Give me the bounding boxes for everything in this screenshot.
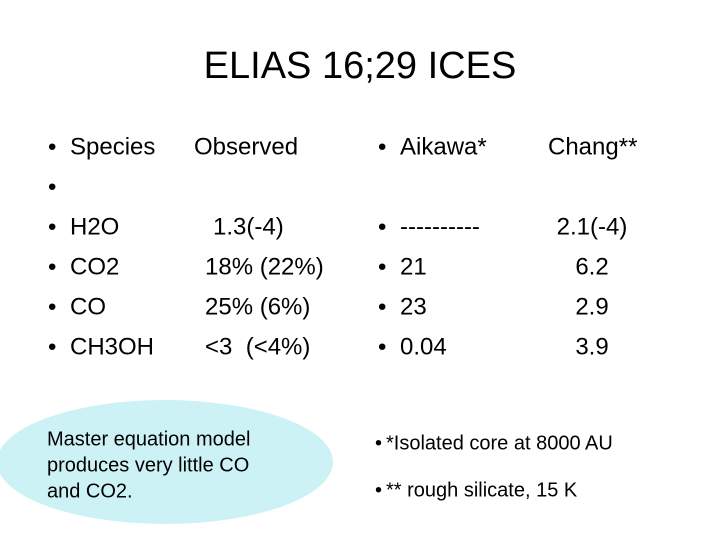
bullet: •: [48, 293, 56, 320]
species: CH3OH: [70, 333, 154, 360]
bullet: •: [378, 133, 386, 160]
species: CO: [70, 293, 106, 320]
observed: 1.3(-4): [213, 213, 284, 240]
column-header: Chang**: [548, 133, 637, 160]
bullet: •: [378, 213, 386, 240]
note-line: Master equation model: [47, 428, 250, 450]
bullet: •: [48, 173, 56, 200]
footnote: ** rough silicate, 15 K: [386, 479, 578, 501]
observed: <3 (<4%): [205, 333, 310, 360]
observed: 18% (22%): [205, 253, 324, 280]
aikawa-value: 0.04: [400, 333, 447, 360]
bullet: •: [48, 213, 56, 240]
species: H2O: [70, 213, 119, 240]
bullet: •: [375, 479, 382, 501]
chang-value: 2.9: [575, 293, 608, 320]
column-header: Observed: [194, 133, 298, 160]
note-bubble: [0, 400, 333, 524]
bullet: •: [378, 293, 386, 320]
aikawa-value: ----------: [400, 213, 480, 240]
bullet: •: [378, 333, 386, 360]
bullet: •: [48, 253, 56, 280]
species: CO2: [70, 253, 119, 280]
bullet: •: [378, 253, 386, 280]
note-line: produces very little CO: [47, 454, 249, 476]
slide-title: ELIAS 16;29 ICES: [204, 45, 517, 87]
chang-value: 2.1(-4): [557, 213, 628, 240]
bullet: •: [48, 333, 56, 360]
chang-value: 6.2: [575, 253, 608, 280]
bullet: •: [48, 133, 56, 160]
aikawa-value: 23: [400, 293, 427, 320]
observed: 25% (6%): [205, 293, 310, 320]
bullet: •: [375, 432, 382, 454]
chang-value: 3.9: [575, 333, 608, 360]
footnote: *Isolated core at 8000 AU: [386, 432, 613, 454]
note-line: and CO2.: [47, 480, 133, 502]
column-header: Species: [70, 133, 155, 160]
column-header: Aikawa*: [400, 133, 487, 160]
aikawa-value: 21: [400, 253, 427, 280]
